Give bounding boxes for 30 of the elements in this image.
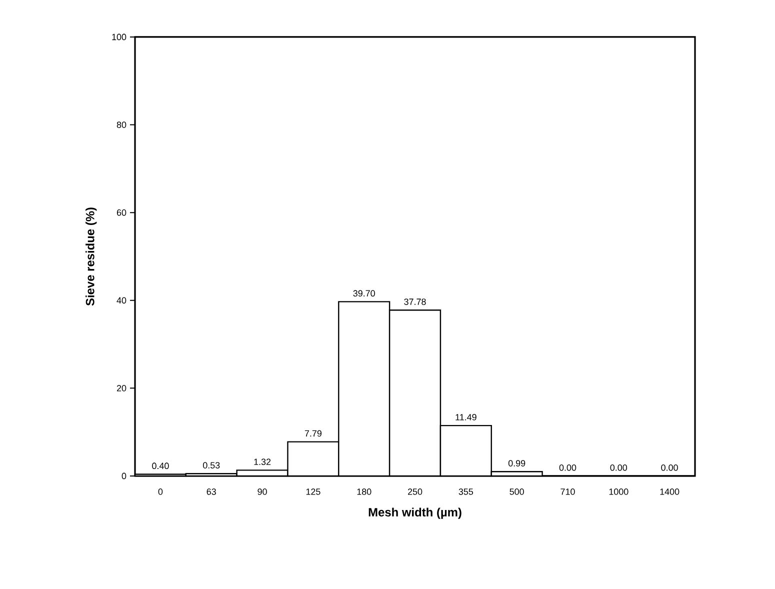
data-label: 0.00: [661, 464, 678, 471]
x-tick-label: 500: [510, 488, 524, 495]
data-label: 37.78: [404, 298, 426, 305]
data-label: 0.40: [152, 462, 169, 470]
x-tick-label: 125: [306, 488, 320, 495]
x-tick-label: 1000: [609, 488, 628, 495]
y-axis-title: Sieve residue (%): [86, 208, 97, 306]
x-tick-label: 710: [560, 488, 575, 495]
data-label: 0.99: [508, 460, 526, 466]
x-tick-label: 63: [206, 488, 216, 495]
y-tick-label: 60: [116, 209, 126, 216]
x-tick-label: 0: [158, 488, 163, 495]
data-label: 1.32: [254, 458, 271, 466]
data-label: 11.49: [456, 414, 476, 420]
y-tick-label: 40: [116, 297, 126, 304]
y-tick-label: 20: [116, 385, 126, 392]
x-tick-label: 90: [258, 488, 267, 495]
data-label: 0.00: [559, 464, 576, 471]
x-tick-label: 180: [357, 488, 372, 495]
data-label: 0.53: [202, 462, 220, 468]
y-tick-label: 0: [122, 472, 126, 480]
data-label: 39.70: [353, 290, 375, 297]
y-tick-label: 100: [112, 34, 126, 40]
x-axis-title: Mesh width (µm): [368, 508, 462, 519]
data-label: 7.79: [304, 430, 322, 437]
x-tick-label: 250: [408, 488, 422, 495]
data-label: 0.00: [610, 464, 628, 471]
x-tick-label: 1400: [660, 488, 680, 495]
x-tick-label: 355: [458, 488, 474, 495]
y-tick-label: 80: [116, 122, 126, 128]
